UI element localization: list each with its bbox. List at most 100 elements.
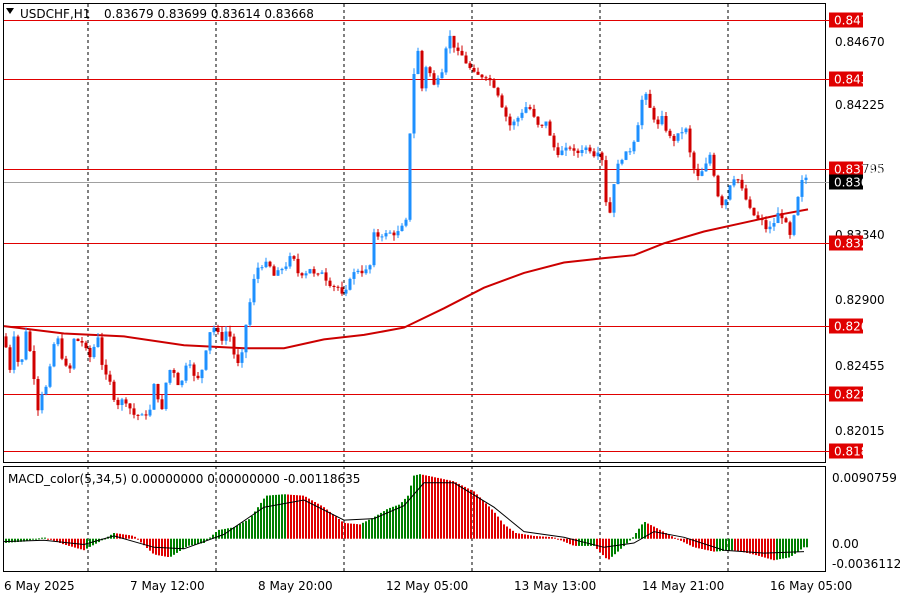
macd-bar xyxy=(728,538,730,551)
candle-body xyxy=(96,337,100,347)
macd-bar xyxy=(368,519,370,539)
macd-bar xyxy=(338,519,340,539)
candle-body xyxy=(396,231,400,236)
macd-bar xyxy=(38,538,40,540)
macd-bar xyxy=(263,498,265,539)
macd-bar xyxy=(482,500,484,539)
macd-bar xyxy=(530,535,532,539)
macd-tick: -0.0036112 xyxy=(832,557,900,571)
macd-bar xyxy=(692,538,694,547)
macd-bar xyxy=(233,527,235,539)
macd-bar xyxy=(710,538,712,551)
candle-body xyxy=(352,272,356,279)
candle-body xyxy=(232,336,236,355)
macd-bar xyxy=(365,521,367,539)
candle-body xyxy=(348,278,352,290)
candle-body xyxy=(692,152,696,169)
macd-bar xyxy=(470,489,472,539)
macd-bar xyxy=(569,538,571,545)
candle-body xyxy=(112,381,116,400)
macd-bar xyxy=(137,538,139,540)
candle-body xyxy=(196,375,200,379)
candle-body xyxy=(684,128,688,133)
candle-body xyxy=(804,177,808,180)
candle-body xyxy=(16,336,20,362)
macd-bar xyxy=(293,495,295,539)
candle-body xyxy=(600,152,604,161)
macd-bar xyxy=(770,538,772,560)
candle-body xyxy=(152,384,156,410)
candle-body xyxy=(736,179,740,181)
macd-bar xyxy=(317,503,319,539)
macd-title: MACD_color(5,34,5) 0.00000000 0.00000000… xyxy=(8,472,360,486)
macd-bar xyxy=(695,538,697,548)
candle-body xyxy=(44,386,48,395)
macd-bar xyxy=(752,538,754,555)
candle-body xyxy=(268,261,272,267)
candle-body xyxy=(300,273,304,276)
macd-bar xyxy=(542,536,544,539)
candle-body xyxy=(616,163,620,185)
macd-bar xyxy=(614,538,616,555)
candle-body xyxy=(676,133,680,141)
candle-body xyxy=(492,80,496,88)
macd-bar xyxy=(716,538,718,552)
candle-body xyxy=(660,116,664,125)
macd-bar xyxy=(608,538,610,560)
triangle-down-icon[interactable] xyxy=(6,8,14,14)
candle-body xyxy=(108,374,112,382)
candle-body xyxy=(776,213,780,223)
quote-label: 0.83679 0.83699 0.83614 0.83668 xyxy=(104,7,314,21)
candle-body xyxy=(524,107,528,113)
macd-bar xyxy=(764,538,766,558)
macd-bar xyxy=(296,495,298,539)
macd-bar xyxy=(524,534,526,539)
macd-bar xyxy=(668,534,670,539)
macd-bar xyxy=(305,496,307,539)
macd-bar xyxy=(383,511,385,539)
macd-bar xyxy=(623,538,625,547)
macd-bar xyxy=(248,519,250,539)
macd-bar xyxy=(44,537,46,539)
macd-bar xyxy=(641,524,643,539)
candle-body xyxy=(388,232,392,234)
candle-body xyxy=(792,215,796,235)
candle-body xyxy=(496,87,500,96)
candle-body xyxy=(504,107,508,117)
macd-bar xyxy=(185,538,187,548)
candle-body xyxy=(540,124,544,126)
macd-bar xyxy=(194,538,196,545)
candle-body xyxy=(184,365,188,381)
candle-body xyxy=(68,365,72,369)
macd-bar xyxy=(341,521,343,539)
candle-body xyxy=(284,266,288,269)
macd-bar xyxy=(725,538,727,551)
macd-bar xyxy=(758,538,760,556)
candle-body xyxy=(12,336,16,370)
candle-body xyxy=(80,341,84,343)
macd-bar xyxy=(17,538,19,542)
macd-bar xyxy=(377,514,379,539)
candle-body xyxy=(696,168,700,176)
macd-bar xyxy=(344,523,346,539)
candle-body xyxy=(624,151,628,160)
macd-bar xyxy=(59,538,61,543)
macd-bar xyxy=(587,538,589,546)
macd-bar xyxy=(788,538,790,558)
candle-body xyxy=(328,280,332,286)
candle-body xyxy=(216,327,220,332)
candle-body xyxy=(204,350,208,370)
level-tag-label: 0.83253 xyxy=(834,237,884,251)
macd-bar xyxy=(626,538,628,544)
candle-body xyxy=(236,354,240,363)
candle-body xyxy=(64,358,68,366)
macd-bar xyxy=(515,533,517,539)
candle-body xyxy=(640,99,644,126)
macd-bar xyxy=(683,538,685,543)
candle-body xyxy=(452,35,456,48)
macd-bar xyxy=(152,538,154,554)
macd-bar xyxy=(464,486,466,539)
moving-average xyxy=(3,208,809,350)
